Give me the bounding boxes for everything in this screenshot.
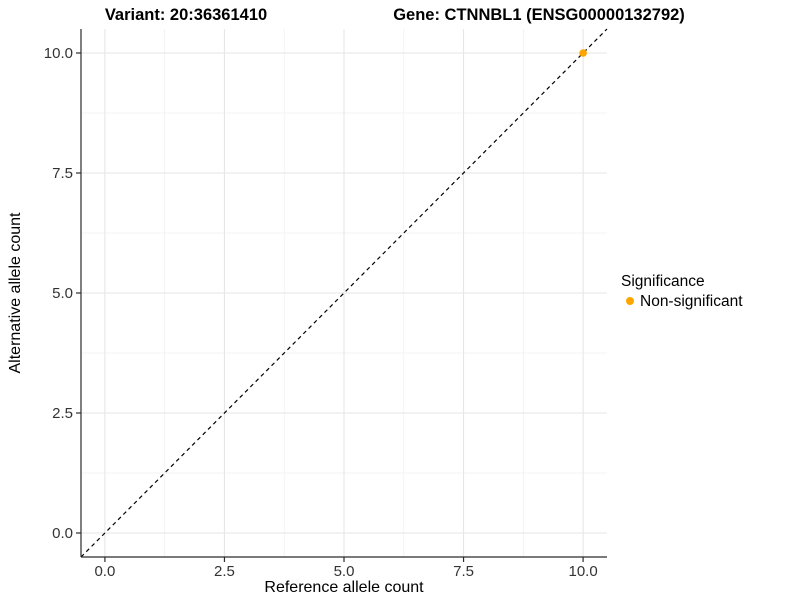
legend-item-non-significant: Non-significant [626,293,743,310]
legend: Significance Non-significant [621,273,743,310]
x-tick-label: 2.5 [214,563,235,580]
legend-item-label: Non-significant [640,293,743,310]
x-axis-label: Reference allele count [264,579,424,596]
data-points-layer [579,49,587,57]
plot-title-variant: Variant: 20:36361410 [105,6,267,24]
y-tick-label: 2.5 [52,405,73,422]
x-tick-label: 0.0 [94,563,115,580]
legend-title: Significance [621,273,705,290]
x-tick-label: 10.0 [568,563,597,580]
x-tick-label: 5.0 [334,563,355,580]
y-tick-label: 7.5 [52,165,73,182]
legend-point-icon [626,297,634,305]
data-point-non-significant [579,49,587,57]
tick-layer: 0.0 2.5 5.0 7.5 10.0 0.0 2.5 5.0 7.5 10.0 [44,45,598,580]
major-gridlines [81,29,607,557]
y-tick-label: 10.0 [44,45,73,62]
y-axis-label: Alternative allele count [7,212,24,374]
plot-title-gene: Gene: CTNNBL1 (ENSG00000132792) [393,6,685,24]
y-tick-label: 5.0 [52,285,73,302]
y-tick-label: 0.0 [52,525,73,542]
x-tick-label: 7.5 [453,563,474,580]
